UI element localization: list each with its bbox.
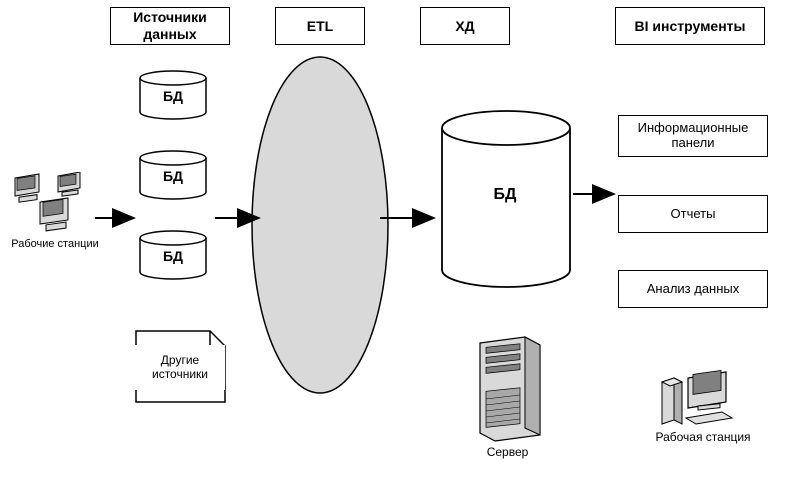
server-icon <box>470 335 545 445</box>
server-label: Сервер <box>460 445 555 459</box>
workstations-left-icon <box>10 172 95 237</box>
workstation-right-icon <box>660 370 740 430</box>
workstation-right-label: Рабочая станция <box>648 430 758 444</box>
workstations-left-label: Рабочие станции <box>0 238 110 250</box>
